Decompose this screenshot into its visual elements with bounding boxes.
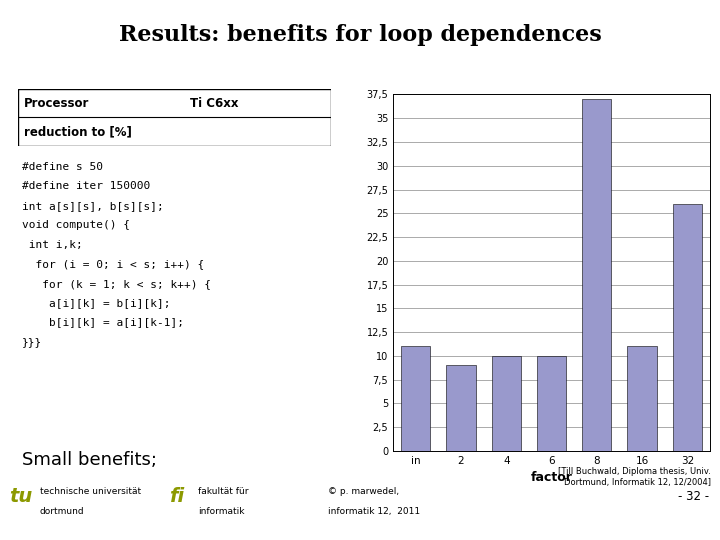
Text: void compute() {: void compute() { — [22, 220, 130, 231]
Text: for (k = 1; k < s; k++) {: for (k = 1; k < s; k++) { — [22, 279, 210, 289]
Bar — [582, 99, 611, 451]
Text: reduction to [%]: reduction to [%] — [24, 125, 132, 138]
Text: Results: benefits for loop dependences: Results: benefits for loop dependences — [119, 24, 601, 46]
Text: technische universität: technische universität — [40, 487, 140, 496]
Text: dortmund: dortmund — [40, 507, 84, 516]
Text: © p. marwedel,: © p. marwedel, — [328, 487, 399, 496]
Bar — [492, 356, 521, 451]
Bar — [627, 346, 657, 451]
Text: for (i = 0; i < s; i++) {: for (i = 0; i < s; i++) { — [22, 259, 204, 269]
Text: int a[s][s], b[s][s];: int a[s][s], b[s][s]; — [22, 201, 163, 211]
Bar — [537, 356, 566, 451]
Text: - 32 -: - 32 - — [678, 490, 709, 503]
Text: Processor: Processor — [24, 97, 89, 110]
X-axis label: factor: factor — [531, 471, 572, 484]
Text: }}}: }}} — [22, 337, 42, 347]
Bar — [672, 204, 702, 451]
Text: tu: tu — [9, 487, 32, 506]
Text: #define s 50: #define s 50 — [22, 162, 102, 172]
Text: fi: fi — [169, 487, 184, 506]
Text: Ti C6xx: Ti C6xx — [190, 97, 239, 110]
Text: Small benefits;: Small benefits; — [22, 451, 157, 469]
Bar — [401, 346, 431, 451]
Text: b[i][k] = a[i][k-1];: b[i][k] = a[i][k-1]; — [22, 318, 184, 328]
Text: informatik 12,  2011: informatik 12, 2011 — [328, 507, 420, 516]
Text: [Till Buchwald, Diploma thesis, Univ.
Dortmund, Informatik 12, 12/2004]: [Till Buchwald, Diploma thesis, Univ. Do… — [559, 467, 711, 487]
Text: #define iter 150000: #define iter 150000 — [22, 181, 150, 192]
Bar — [446, 366, 476, 451]
Text: informatik: informatik — [198, 507, 245, 516]
Text: a[i][k] = b[i][k];: a[i][k] = b[i][k]; — [22, 298, 170, 308]
Text: fakultät für: fakultät für — [198, 487, 248, 496]
Text: int i,k;: int i,k; — [22, 240, 82, 250]
